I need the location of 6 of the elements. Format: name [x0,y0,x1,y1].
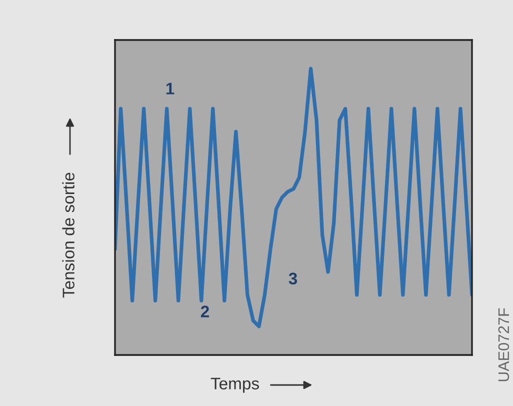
annotation: 3 [288,272,298,284]
y-axis-title: Tension de sortie [62,172,74,298]
annotation: 2 [200,306,209,318]
annotation: 1 [166,82,174,94]
text: UAE0727F [498,308,510,382]
x-axis-title: Temps [210,378,259,393]
